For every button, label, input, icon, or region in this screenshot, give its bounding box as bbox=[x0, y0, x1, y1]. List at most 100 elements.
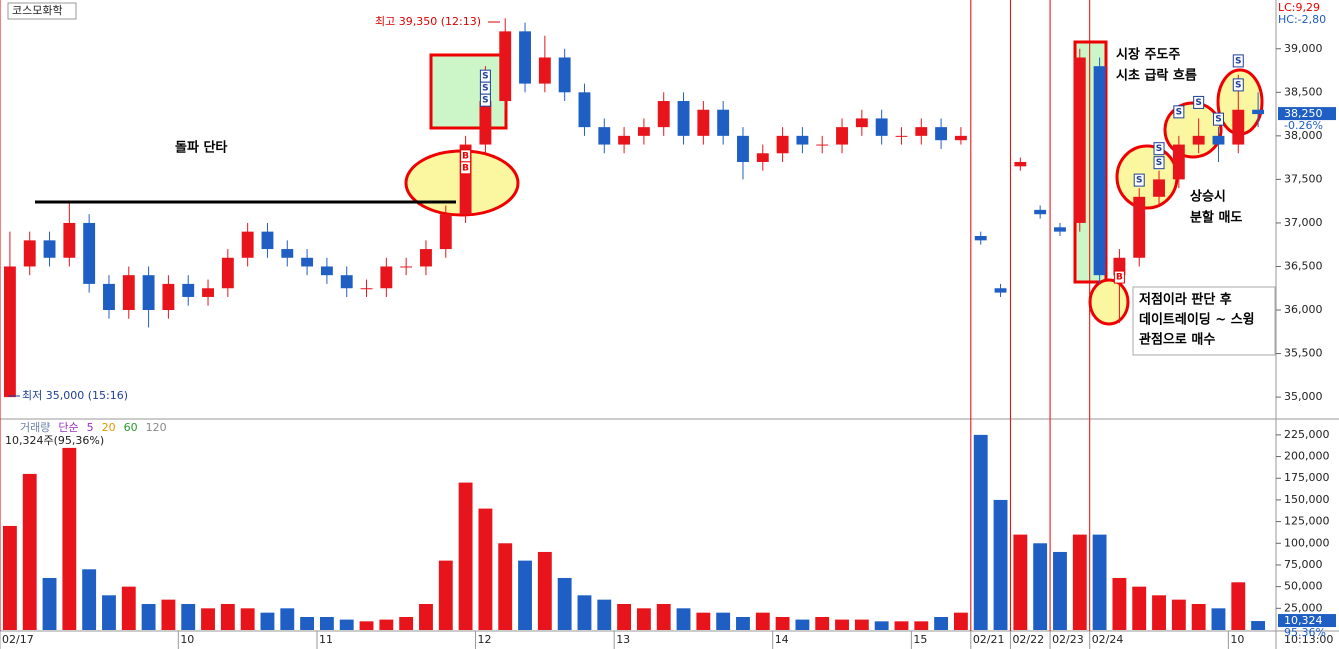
volume-info: 10,324주(95,36%) bbox=[5, 434, 104, 447]
candle-body bbox=[162, 283, 175, 311]
candle-body bbox=[816, 144, 829, 146]
volume-bar bbox=[220, 603, 235, 630]
volume-bar bbox=[815, 616, 830, 630]
candle-body bbox=[895, 135, 908, 137]
candle-body bbox=[1014, 161, 1027, 167]
candle-body bbox=[23, 240, 36, 267]
candle-body bbox=[1113, 257, 1126, 276]
y-tick-label: 100,000 bbox=[1284, 536, 1330, 549]
signal-label: S bbox=[482, 96, 488, 106]
x-tick-label: 14 bbox=[775, 633, 789, 646]
high-label: 최고 39,350 (12:13) bbox=[375, 15, 481, 28]
candle-body bbox=[281, 249, 294, 258]
volume-bar bbox=[795, 619, 810, 630]
candle-body bbox=[103, 283, 115, 311]
signal-icon bbox=[1113, 270, 1125, 284]
legend-entry: 단순 bbox=[58, 421, 78, 434]
data-layer bbox=[2, 18, 1281, 630]
x-tick-label: 15 bbox=[913, 633, 927, 646]
volume-bar bbox=[716, 612, 731, 630]
candle-body bbox=[855, 118, 868, 128]
volume-bar bbox=[914, 621, 929, 630]
volume-bar bbox=[1132, 586, 1147, 630]
volume-bar bbox=[617, 603, 632, 630]
volume-bar bbox=[42, 577, 57, 630]
legend-entry: 20 bbox=[102, 421, 116, 434]
candle-body bbox=[1133, 196, 1146, 258]
candle-body bbox=[756, 153, 769, 162]
x-tick-label: 02/24 bbox=[1092, 633, 1124, 646]
candle-body bbox=[974, 235, 987, 241]
last-value-box bbox=[1278, 614, 1336, 628]
y-tick-label: 50,000 bbox=[1284, 580, 1323, 593]
candle-body bbox=[182, 283, 195, 297]
volume-bar bbox=[1072, 534, 1087, 630]
candle-body bbox=[836, 127, 848, 145]
x-tick-label: 10 bbox=[1230, 633, 1244, 646]
volume-bar bbox=[854, 619, 869, 630]
candle-body bbox=[637, 127, 650, 136]
candle-body bbox=[420, 249, 432, 267]
volume-bar bbox=[537, 551, 552, 630]
volume-bar bbox=[121, 586, 136, 630]
volume-bar bbox=[240, 608, 255, 630]
last-change-label: 95.36% bbox=[1284, 626, 1326, 639]
volume-bar bbox=[597, 599, 612, 630]
y-tick-label: 200,000 bbox=[1284, 450, 1330, 463]
signal-label: S bbox=[1136, 176, 1142, 186]
x-tick-label: 02/23 bbox=[1052, 633, 1084, 646]
volume-bar bbox=[557, 577, 572, 630]
volume-bar bbox=[260, 612, 275, 630]
volume-bar bbox=[736, 616, 750, 630]
annotation: 관점으로 매수 bbox=[1139, 332, 1215, 348]
candle-body bbox=[63, 222, 76, 258]
candle-body bbox=[459, 144, 472, 215]
signal-icon bbox=[460, 161, 472, 175]
y-tick-label: 37,500 bbox=[1284, 172, 1323, 185]
candle-body bbox=[360, 288, 373, 290]
candle-body bbox=[737, 135, 749, 162]
volume-bar bbox=[339, 619, 354, 630]
volume-bar bbox=[636, 608, 651, 630]
signal-icon bbox=[1232, 78, 1244, 92]
candle-body bbox=[915, 127, 928, 136]
candle-body bbox=[935, 127, 948, 141]
volume-bar bbox=[676, 608, 691, 630]
y-tick-label: 25,000 bbox=[1284, 601, 1323, 614]
candle-body bbox=[202, 288, 214, 297]
volume-bar bbox=[577, 595, 592, 630]
candle-body bbox=[954, 135, 967, 141]
candle-body bbox=[1073, 57, 1086, 223]
volume-bar bbox=[359, 621, 374, 630]
volume-bar bbox=[2, 525, 17, 630]
y-tick-label: 37,000 bbox=[1284, 216, 1323, 229]
signal-label: B bbox=[462, 151, 469, 161]
candle-body bbox=[439, 214, 452, 250]
volume-bar bbox=[141, 603, 156, 630]
candle-body bbox=[301, 257, 314, 267]
candle-body bbox=[1192, 135, 1205, 145]
legend-entry: 거래량 bbox=[20, 421, 50, 434]
volume-bar bbox=[201, 608, 215, 630]
volume-bar bbox=[1013, 534, 1028, 630]
candle-body bbox=[122, 275, 135, 311]
x-tick-label: 02/21 bbox=[973, 633, 1005, 646]
volume-bar bbox=[1053, 551, 1067, 630]
last-change-label: -0.26% bbox=[1284, 119, 1323, 132]
signal-icon bbox=[1193, 95, 1205, 109]
volume-bar bbox=[934, 616, 949, 630]
signal-label: S bbox=[1235, 56, 1241, 66]
signal-label: S bbox=[482, 84, 488, 94]
signal-icon bbox=[1173, 105, 1185, 119]
y-tick-label: 150,000 bbox=[1284, 493, 1330, 506]
volume-bar bbox=[656, 603, 671, 630]
x-tick-label: 11 bbox=[319, 633, 333, 646]
candle-body bbox=[1232, 109, 1245, 145]
highlight-ellipse bbox=[1115, 144, 1179, 210]
candle-body bbox=[1212, 135, 1225, 145]
y-tick-label: 38,500 bbox=[1284, 85, 1323, 98]
annotation: 돌파 단타 bbox=[175, 140, 227, 156]
candle-body bbox=[796, 135, 809, 145]
